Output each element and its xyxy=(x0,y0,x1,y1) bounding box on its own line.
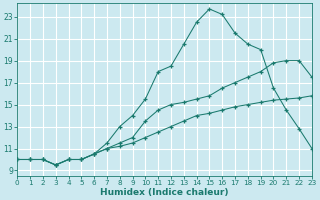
X-axis label: Humidex (Indice chaleur): Humidex (Indice chaleur) xyxy=(100,188,229,197)
